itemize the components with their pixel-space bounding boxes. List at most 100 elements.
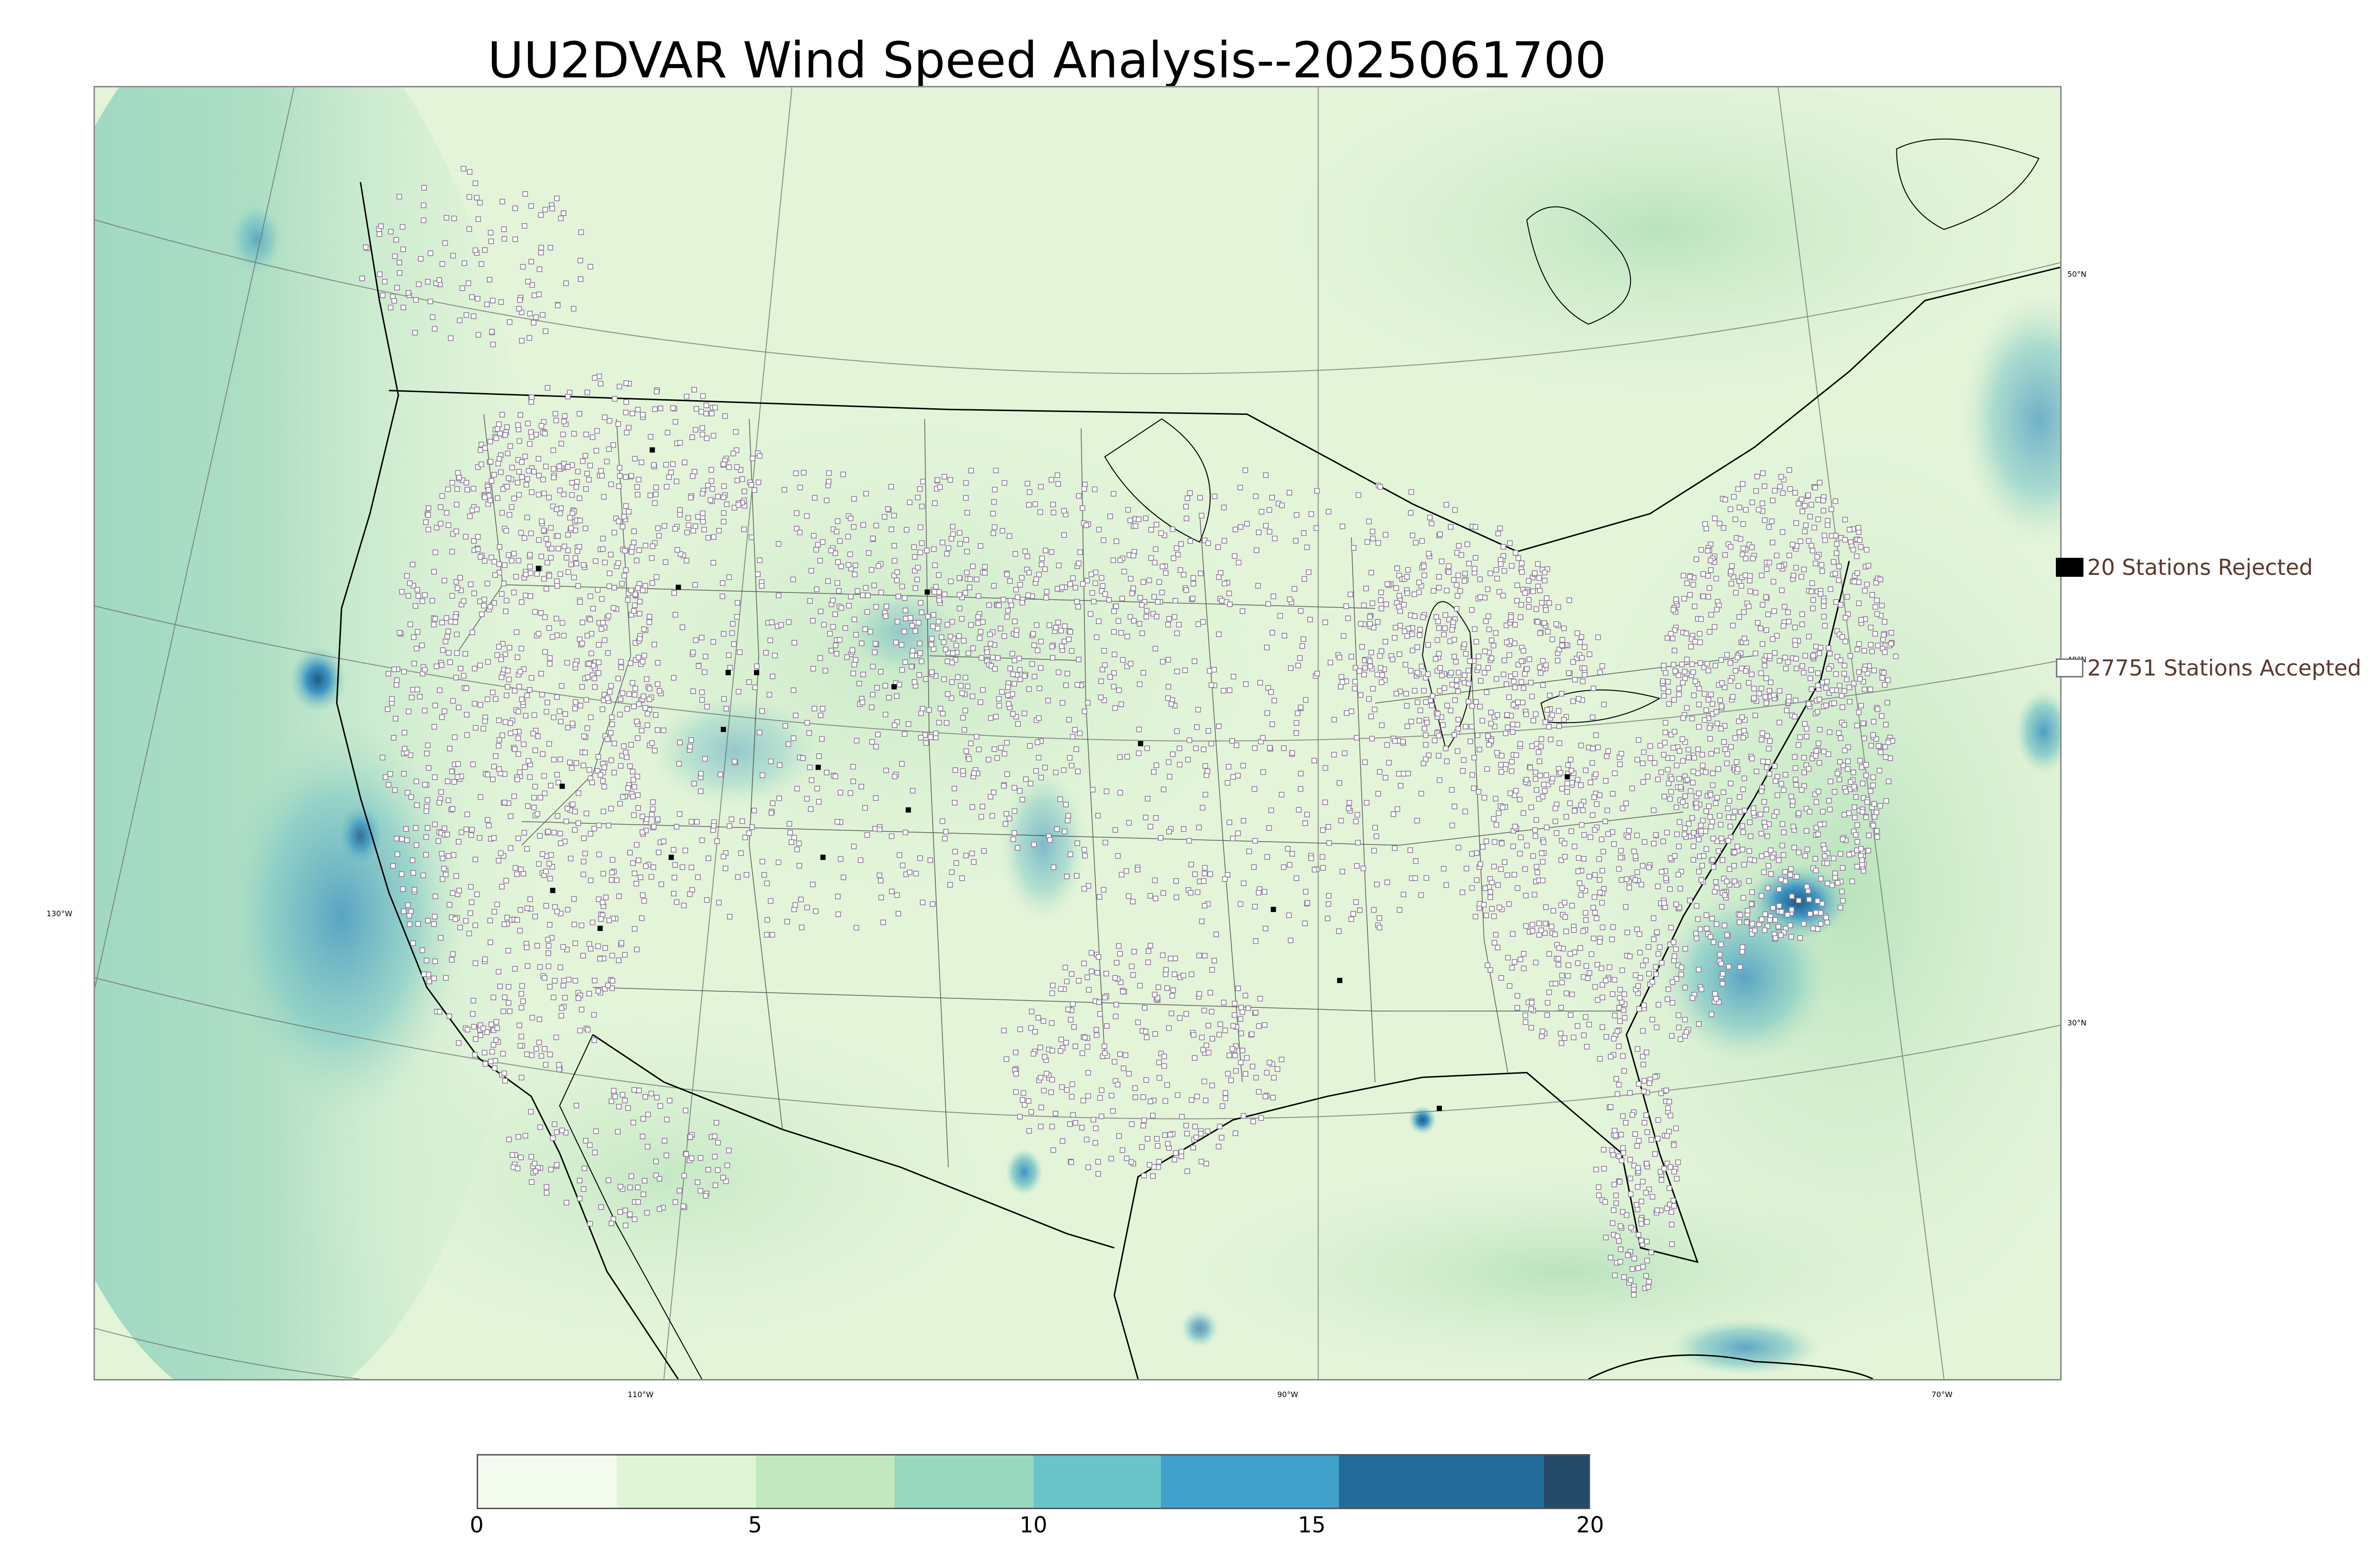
station-accepted-marker bbox=[1510, 931, 1516, 937]
station-accepted-marker bbox=[739, 818, 745, 824]
station-accepted-marker bbox=[1579, 655, 1585, 661]
station-accepted-marker bbox=[1099, 1113, 1104, 1119]
station-accepted-marker bbox=[1874, 611, 1880, 617]
station-accepted-marker bbox=[1740, 787, 1746, 792]
station-accepted-marker bbox=[1736, 614, 1742, 620]
station-accepted-marker bbox=[1357, 907, 1363, 913]
station-accepted-marker bbox=[958, 683, 964, 689]
station-accepted-marker bbox=[1446, 569, 1452, 575]
station-accepted-marker bbox=[594, 428, 600, 434]
station-accepted-marker bbox=[1820, 603, 1827, 609]
station-accepted-marker bbox=[857, 857, 864, 863]
station-accepted-marker bbox=[899, 761, 905, 767]
station-accepted-marker bbox=[1074, 599, 1080, 605]
wind-speed-map[interactable] bbox=[94, 86, 2062, 1380]
station-accepted-marker bbox=[1801, 566, 1807, 573]
station-accepted-marker bbox=[1611, 1127, 1618, 1134]
station-accepted-marker bbox=[1591, 794, 1597, 800]
station-accepted-marker bbox=[1339, 679, 1346, 685]
station-accepted-marker bbox=[1865, 670, 1871, 676]
station-accepted-marker bbox=[1026, 570, 1032, 576]
station-accepted-marker bbox=[512, 729, 518, 735]
station-accepted-marker bbox=[1419, 538, 1425, 544]
station-accepted-marker bbox=[1115, 618, 1121, 624]
station-accepted-marker bbox=[1747, 588, 1753, 594]
station-accepted-marker bbox=[630, 411, 635, 416]
station-accepted-marker bbox=[842, 625, 848, 631]
station-accepted-marker bbox=[543, 868, 549, 874]
station-accepted-marker bbox=[1158, 1051, 1164, 1056]
station-accepted-marker bbox=[692, 582, 698, 588]
station-accepted-marker bbox=[1553, 621, 1559, 627]
station-accepted-marker bbox=[1528, 1025, 1534, 1031]
station-accepted-marker bbox=[1170, 555, 1177, 561]
station-accepted-marker bbox=[1294, 512, 1300, 518]
station-accepted-marker bbox=[1782, 655, 1788, 660]
station-accepted-marker bbox=[1618, 1223, 1623, 1229]
station-accepted-marker bbox=[1712, 991, 1718, 997]
station-accepted-marker bbox=[970, 693, 976, 699]
station-accepted-marker bbox=[1205, 768, 1210, 774]
station-accepted-marker bbox=[1568, 1012, 1573, 1018]
station-accepted-marker bbox=[586, 941, 593, 947]
station-accepted-marker bbox=[1843, 789, 1849, 795]
station-accepted-marker bbox=[986, 602, 992, 608]
station-accepted-marker bbox=[793, 526, 800, 532]
station-accepted-marker bbox=[1541, 839, 1546, 845]
station-accepted-marker bbox=[1049, 1048, 1055, 1053]
station-accepted-marker bbox=[1842, 516, 1848, 523]
station-accepted-marker bbox=[1714, 709, 1719, 715]
station-accepted-marker bbox=[978, 814, 984, 820]
station-accepted-marker bbox=[1727, 824, 1733, 829]
station-accepted-marker bbox=[1755, 620, 1761, 626]
station-accepted-marker bbox=[1714, 607, 1720, 612]
station-accepted-marker bbox=[1597, 669, 1603, 675]
station-accepted-marker bbox=[1367, 614, 1373, 620]
station-accepted-marker bbox=[1322, 620, 1328, 625]
station-accepted-marker bbox=[1736, 919, 1743, 925]
station-accepted-marker bbox=[1684, 657, 1690, 662]
station-accepted-marker bbox=[1851, 579, 1857, 585]
station-accepted-marker bbox=[1054, 826, 1060, 832]
station-accepted-marker bbox=[496, 561, 502, 567]
station-accepted-marker bbox=[1098, 695, 1104, 700]
station-accepted-marker bbox=[1174, 668, 1180, 675]
station-accepted-marker bbox=[1874, 809, 1879, 816]
station-accepted-marker bbox=[591, 676, 597, 681]
station-accepted-marker bbox=[1690, 779, 1696, 786]
station-accepted-marker bbox=[1040, 1018, 1046, 1024]
station-accepted-marker bbox=[1366, 518, 1372, 525]
station-accepted-marker bbox=[1173, 1150, 1179, 1156]
station-accepted-marker bbox=[1870, 823, 1876, 828]
station-accepted-marker bbox=[1026, 502, 1032, 508]
station-accepted-marker bbox=[815, 542, 821, 548]
station-accepted-marker bbox=[1174, 728, 1180, 734]
station-accepted-marker bbox=[1404, 703, 1410, 709]
station-accepted-marker bbox=[1501, 568, 1507, 574]
station-accepted-marker bbox=[1088, 572, 1094, 577]
station-accepted-marker bbox=[1527, 765, 1533, 770]
station-accepted-marker bbox=[391, 735, 397, 741]
station-accepted-marker bbox=[909, 653, 915, 658]
station-accepted-marker bbox=[450, 806, 455, 812]
station-accepted-marker bbox=[1512, 671, 1518, 677]
station-accepted-marker bbox=[699, 689, 705, 695]
station-accepted-marker bbox=[499, 883, 505, 890]
station-accepted-marker bbox=[709, 486, 716, 492]
station-accepted-marker bbox=[1673, 1125, 1679, 1131]
station-accepted-marker bbox=[1565, 762, 1571, 768]
station-accepted-marker bbox=[671, 590, 677, 596]
station-accepted-marker bbox=[1554, 657, 1561, 664]
station-accepted-marker bbox=[1709, 819, 1715, 825]
station-accepted-marker bbox=[1835, 880, 1841, 886]
station-accepted-marker bbox=[1737, 536, 1743, 542]
station-accepted-marker bbox=[1158, 530, 1164, 536]
station-accepted-marker bbox=[1799, 787, 1805, 793]
station-accepted-marker bbox=[1876, 768, 1883, 774]
station-accepted-marker bbox=[616, 518, 622, 525]
station-accepted-marker bbox=[1091, 599, 1097, 604]
station-accepted-marker bbox=[959, 616, 965, 622]
station-accepted-marker bbox=[914, 576, 920, 582]
station-accepted-marker bbox=[590, 434, 595, 440]
station-accepted-marker bbox=[1005, 608, 1011, 613]
